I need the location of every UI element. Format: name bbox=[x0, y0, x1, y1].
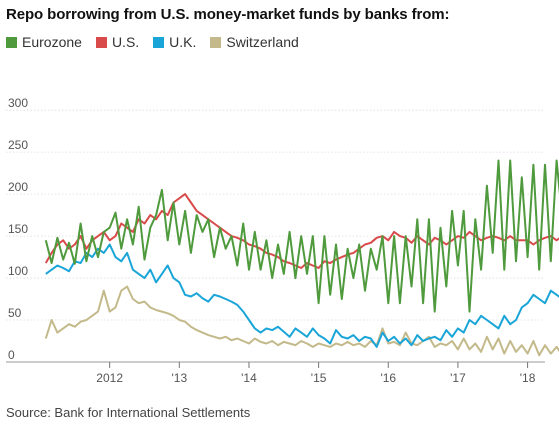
legend-swatch-uk bbox=[153, 36, 165, 48]
legend-label-uk: U.K. bbox=[169, 34, 197, 50]
x-tick-label-2012: 2012 bbox=[96, 371, 123, 385]
y-tick-label-0: 0 bbox=[8, 348, 15, 362]
y-tick-label-50: 50 bbox=[8, 306, 22, 320]
x-tick-label-2017: '17 bbox=[450, 371, 466, 385]
series-line-u-s bbox=[44, 193, 559, 269]
x-tick-label-2015: '15 bbox=[311, 371, 327, 385]
y-tick-label-100: 100 bbox=[8, 264, 28, 278]
y-tick-label-200: 200 bbox=[8, 180, 28, 194]
legend-item-switzerland: Switzerland bbox=[210, 34, 299, 50]
x-tick-label-2016: '16 bbox=[380, 371, 396, 385]
legend-item-uk: U.K. bbox=[153, 34, 196, 50]
legend-item-us: U.S. bbox=[95, 34, 140, 50]
x-tick-label-2014: '14 bbox=[241, 371, 257, 385]
y-tick-label-250: 250 bbox=[8, 138, 28, 152]
chart-title: Repo borrowing from U.S. money-market fu… bbox=[6, 6, 450, 23]
x-tick-label-2013: '13 bbox=[171, 371, 187, 385]
legend-label-us: U.S. bbox=[111, 34, 140, 50]
series-line-u-k bbox=[45, 243, 559, 348]
legend-label-switzerland: Switzerland bbox=[226, 34, 299, 50]
legend-swatch-us bbox=[95, 36, 107, 48]
y-tick-label-300: 300 bbox=[8, 96, 28, 110]
chart-source: Source: Bank for International Settlemen… bbox=[6, 405, 251, 420]
x-tick-label-2018: '18 bbox=[520, 371, 536, 385]
series-line-eurozone bbox=[44, 159, 559, 313]
series-line-switzerland bbox=[44, 285, 559, 357]
legend-item-eurozone: Eurozone bbox=[6, 34, 82, 50]
legend-label-eurozone: Eurozone bbox=[22, 34, 82, 50]
legend-swatch-switzerland bbox=[210, 36, 222, 48]
legend-swatch-eurozone bbox=[6, 36, 17, 48]
y-tick-label-150: 150 bbox=[8, 222, 28, 236]
chart-legend: Eurozone U.S. U.K. Switzerland bbox=[6, 34, 313, 50]
